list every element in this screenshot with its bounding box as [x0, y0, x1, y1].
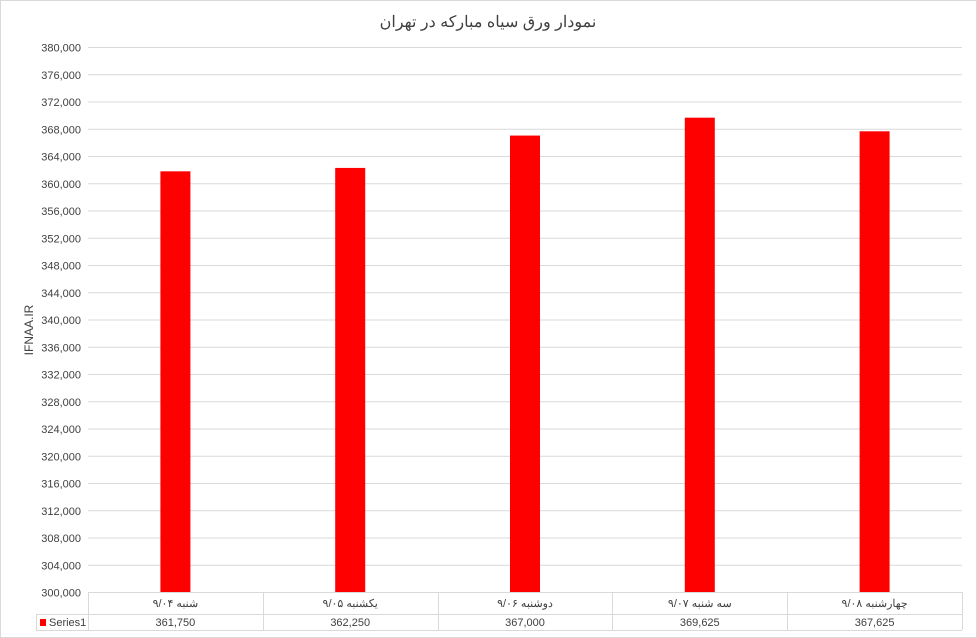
- data-label: 367,000: [505, 617, 545, 629]
- data-table: شنبه ۹/۰۴ 361,750 یکشنبه ۹/۰۵ 362,250 دوشنبه…: [36, 592, 963, 631]
- y-tick-label: 360,000: [41, 179, 81, 191]
- y-tick-label: 316,000: [41, 479, 81, 491]
- y-axis-label: IFNAA.IR: [22, 304, 36, 355]
- y-tick-label: 300,000: [41, 588, 81, 600]
- data-label: 361,750: [156, 617, 196, 629]
- y-tick-label: 312,000: [41, 506, 81, 518]
- y-tick-label: 380,000: [41, 43, 81, 55]
- y-tick-label: 308,000: [41, 533, 81, 545]
- x-category-label: سه شنبه ۹/۰۷: [668, 598, 732, 610]
- bar: [335, 167, 366, 592]
- y-tick-label: 368,000: [41, 124, 81, 136]
- y-tick-label: 320,000: [41, 451, 81, 463]
- y-tick-label: 332,000: [41, 370, 81, 382]
- bar: [684, 117, 715, 592]
- y-tick-label: 348,000: [41, 261, 81, 273]
- x-category-label: شنبه ۹/۰۴: [153, 598, 199, 610]
- y-tick-label: 364,000: [41, 152, 81, 164]
- y-tick-label: 340,000: [41, 315, 81, 327]
- y-tick-label: 352,000: [41, 233, 81, 245]
- legend-key: [40, 619, 46, 626]
- data-label: 369,625: [680, 617, 720, 629]
- y-tick-label: 344,000: [41, 288, 81, 300]
- y-tick-label: 336,000: [41, 342, 81, 354]
- y-tick-label: 304,000: [41, 560, 81, 572]
- y-tick-label: 328,000: [41, 397, 81, 409]
- legend-series-name: Series1: [49, 617, 86, 629]
- y-tick-label: 324,000: [41, 424, 81, 436]
- y-tick-label: 376,000: [41, 70, 81, 82]
- x-category-label: یکشنبه ۹/۰۵: [323, 598, 378, 610]
- bars: [160, 117, 890, 592]
- chart-title: نمودار ورق سیاه مبارکه در تهران: [380, 14, 597, 31]
- bar: [510, 135, 540, 592]
- y-tick-labels: 300,000 304,000 308,000 312,000 316,000 320,0…: [41, 43, 81, 600]
- bar: [859, 131, 890, 592]
- x-category-label: دوشنبه ۹/۰۶: [497, 598, 553, 610]
- x-category-label: چهارشنبه ۹/۰۸: [842, 598, 908, 610]
- y-tick-label: 372,000: [41, 97, 81, 109]
- bar: [160, 171, 191, 592]
- data-label: 362,250: [330, 617, 370, 629]
- data-label: 367,625: [855, 617, 895, 629]
- y-tick-label: 356,000: [41, 206, 81, 218]
